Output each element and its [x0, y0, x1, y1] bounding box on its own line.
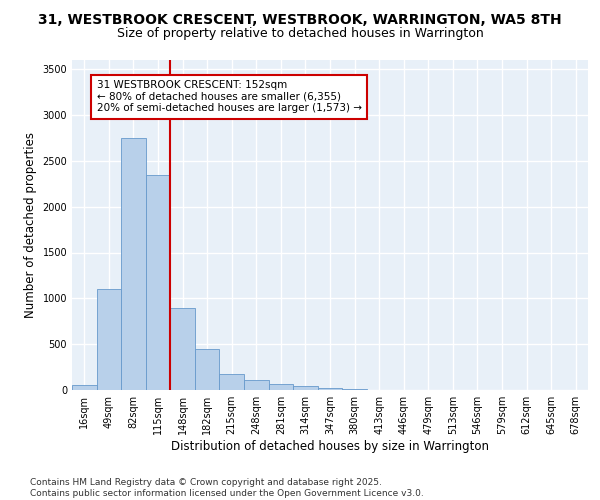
- Text: 31, WESTBROOK CRESCENT, WESTBROOK, WARRINGTON, WA5 8TH: 31, WESTBROOK CRESCENT, WESTBROOK, WARRI…: [38, 12, 562, 26]
- Bar: [97, 289, 121, 390]
- Bar: [170, 308, 195, 390]
- Y-axis label: Number of detached properties: Number of detached properties: [24, 132, 37, 318]
- Bar: [244, 380, 269, 390]
- Bar: [220, 374, 244, 390]
- Bar: [269, 384, 293, 390]
- Text: Contains HM Land Registry data © Crown copyright and database right 2025.
Contai: Contains HM Land Registry data © Crown c…: [30, 478, 424, 498]
- Bar: [72, 386, 97, 390]
- X-axis label: Distribution of detached houses by size in Warrington: Distribution of detached houses by size …: [171, 440, 489, 453]
- Bar: [146, 174, 170, 390]
- Bar: [121, 138, 146, 390]
- Bar: [318, 388, 342, 390]
- Bar: [195, 349, 220, 390]
- Text: Size of property relative to detached houses in Warrington: Size of property relative to detached ho…: [116, 28, 484, 40]
- Text: 31 WESTBROOK CRESCENT: 152sqm
← 80% of detached houses are smaller (6,355)
20% o: 31 WESTBROOK CRESCENT: 152sqm ← 80% of d…: [97, 80, 362, 114]
- Bar: [293, 386, 318, 390]
